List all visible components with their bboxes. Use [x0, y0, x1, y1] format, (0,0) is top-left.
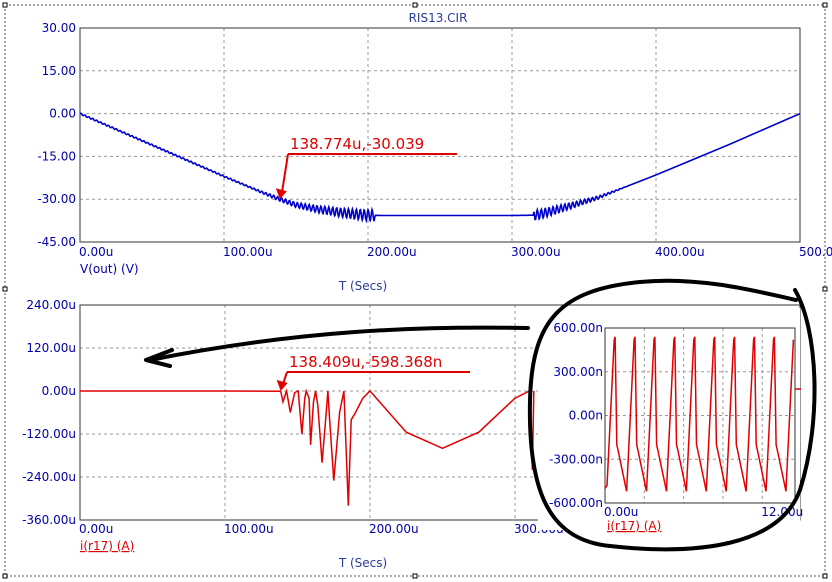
annotation-arrowhead [276, 380, 288, 391]
x-tick-label-0-2: 200.00u [367, 245, 417, 259]
inset-trace-label[interactable]: i(r17) (A) [607, 519, 661, 533]
top-plot-frame [79, 27, 801, 243]
bottom-trace-ir17 [80, 388, 535, 506]
y-tick-label-1-3: -120.00u [22, 427, 76, 441]
y-tick-label-2-0: 600.00n [553, 321, 603, 335]
handle-tr[interactable] [822, 2, 828, 8]
handle-bl[interactable] [2, 573, 8, 579]
y-tick-label-0-3: -15.00 [37, 149, 76, 163]
top-x-axis-label: T (Secs) [338, 279, 387, 293]
y-tick-label-1-0: 240.00u [26, 298, 76, 312]
y-tick-label-0-1: 15.00 [42, 64, 76, 78]
handle-ml[interactable] [2, 286, 8, 292]
y-tick-label-0-2: 0.00 [49, 107, 76, 121]
handle-br[interactable] [822, 573, 828, 579]
chart-title: RIS13.CIR [409, 11, 468, 25]
x-tick-label-2-0: 0.00u [604, 505, 638, 519]
inset-trace-ir17 [604, 336, 795, 492]
x-tick-label-1-2: 200.00u [369, 522, 419, 536]
top-plot: 30.00 15.00 0.00 -15.00 -30.00 -45.00 0.00u 10… [37, 21, 832, 293]
handle-mr[interactable] [822, 286, 828, 292]
x-tick-label-0-1: 100.00u [223, 245, 273, 259]
bottom-annotation: 138.409u,-598.368n [276, 353, 470, 391]
inset-plot: 600.00n 300.00n 0.00n -300.00n -600.00n 0.00… [538, 308, 803, 533]
y-tick-label-1-2: 0.00u [42, 384, 76, 398]
x-tick-label-1-0: 0.00u [79, 522, 113, 536]
x-tick-label-0-5: 500.00u [799, 245, 832, 259]
annotation-leader [280, 153, 289, 194]
inset-plot-frame [604, 327, 796, 504]
x-tick-label-0-3: 300.00u [511, 245, 561, 259]
annotation-text: 138.409u,-598.368n [289, 353, 442, 371]
hand-drawn-circle [527, 278, 817, 552]
x-tick-label-2-1: 12.00u [761, 505, 803, 519]
y-tick-label-0-4: -30.00 [37, 192, 76, 206]
top-grid [80, 28, 800, 242]
y-tick-label-1-1: 120.00u [26, 341, 76, 355]
handle-bm[interactable] [412, 573, 418, 579]
x-tick-label-0-0: 0.00u [79, 245, 113, 259]
inset-x-ticks: 0.00u 12.00u [604, 505, 803, 519]
hand-drawn-arrow-head [144, 348, 174, 368]
y-tick-label-2-3: -300.00n [549, 452, 603, 466]
x-tick-label-0-4: 400.00u [655, 245, 705, 259]
handle-tl[interactable] [2, 2, 8, 8]
y-tick-label-0-5: -45.00 [37, 235, 76, 249]
bottom-x-axis-label: T (Secs) [338, 556, 387, 570]
bottom-y-ticks: 240.00u 120.00u 0.00u -120.00u -240.00u -360.… [22, 298, 76, 527]
y-tick-label-2-1: 300.00n [553, 365, 603, 379]
handle-tm[interactable] [412, 2, 418, 8]
y-tick-label-0-0: 30.00 [42, 21, 76, 35]
y-tick-label-2-4: -600.00n [549, 496, 603, 510]
top-x-ticks: 0.00u 100.00u 200.00u 300.00u 400.00u 500.00u [79, 245, 832, 259]
annotation-arrowhead [275, 188, 287, 200]
bottom-trace-label[interactable]: i(r17) (A) [80, 539, 134, 553]
inset-y-ticks: 600.00n 300.00n 0.00n -300.00n -600.00n [549, 321, 603, 510]
top-trace-label: V(out) (V) [80, 262, 139, 276]
y-tick-label-1-4: -240.00u [22, 470, 76, 484]
top-annotation: 138.774u,-30.039 [275, 135, 457, 200]
x-tick-label-1-1: 100.00u [224, 522, 274, 536]
annotation-text: 138.774u,-30.039 [290, 135, 424, 153]
y-tick-label-1-5: -360.00u [22, 513, 76, 527]
top-trace-vout [79, 112, 801, 224]
y-tick-label-2-2: 0.00n [569, 409, 603, 423]
hand-drawn-arrow-shaft [148, 325, 530, 362]
top-y-ticks: 30.00 15.00 0.00 -15.00 -30.00 -45.00 [37, 21, 76, 249]
